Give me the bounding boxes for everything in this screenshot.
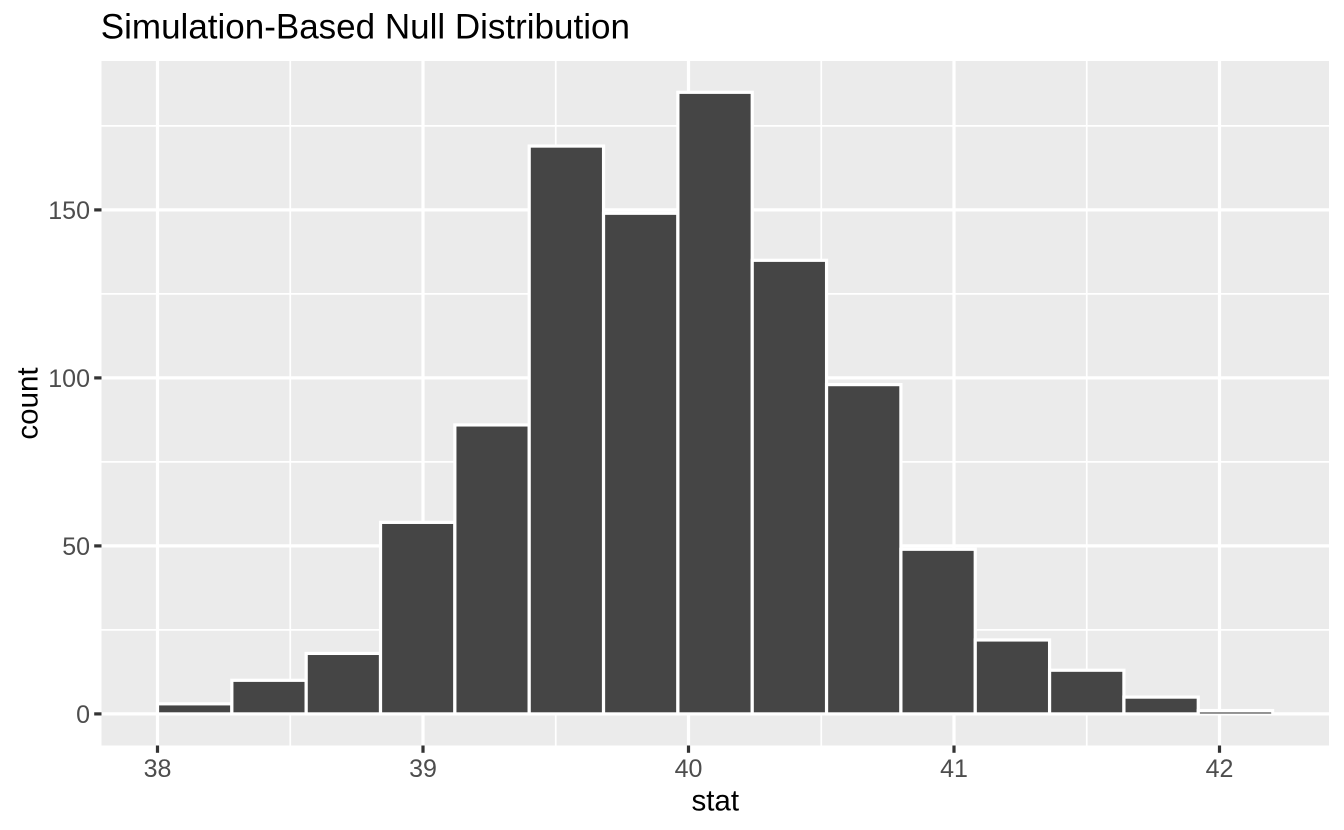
svg-text:Simulation-Based Null Distribu: Simulation-Based Null Distribution [101,8,630,47]
svg-text:50: 50 [62,533,90,561]
svg-text:0: 0 [76,701,90,729]
svg-text:39: 39 [409,755,437,783]
svg-text:count: count [11,367,44,439]
svg-text:150: 150 [48,197,90,225]
svg-text:40: 40 [675,755,703,783]
svg-text:42: 42 [1206,755,1234,783]
svg-text:38: 38 [144,755,172,783]
svg-text:41: 41 [940,755,968,783]
svg-text:100: 100 [48,365,90,393]
svg-text:stat: stat [691,784,739,817]
